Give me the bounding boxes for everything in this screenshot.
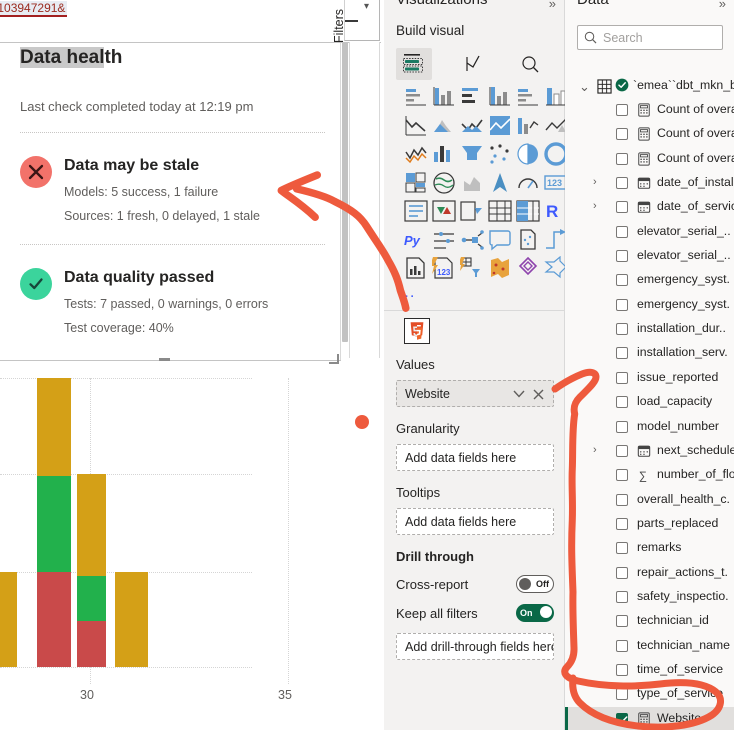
svg-text:123: 123	[547, 178, 562, 188]
svg-text:∑: ∑	[639, 471, 647, 483]
svg-text:123: 123	[437, 268, 451, 277]
svg-text:R: R	[546, 202, 558, 221]
svg-text:Py: Py	[404, 233, 421, 248]
